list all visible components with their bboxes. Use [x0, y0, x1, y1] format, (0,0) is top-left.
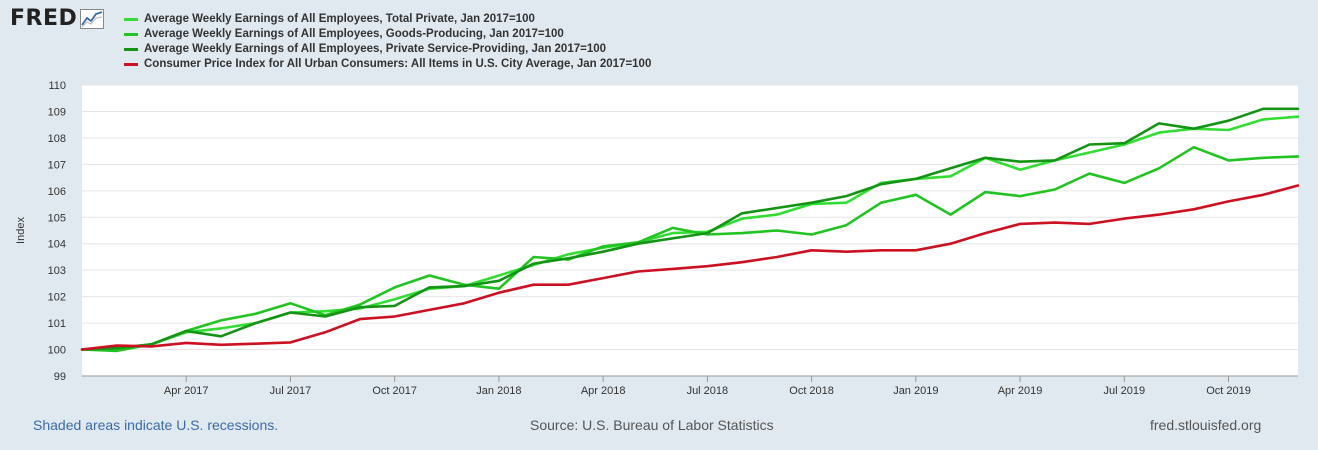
- x-tick-label: Apr 2018: [581, 385, 626, 397]
- legend-item-1[interactable]: Average Weekly Earnings of All Employees…: [124, 27, 651, 42]
- x-tick-label: Oct 2019: [1206, 385, 1251, 397]
- series-line-3: [80, 184, 1300, 351]
- x-tick-label: Jul 2019: [1103, 385, 1145, 397]
- y-tick-label: 108: [48, 133, 66, 145]
- y-tick-label: 105: [48, 212, 66, 224]
- y-tick-label: 107: [48, 159, 66, 171]
- legend-label: Average Weekly Earnings of All Employees…: [144, 13, 535, 25]
- legend-item-0[interactable]: Average Weekly Earnings of All Employees…: [124, 12, 651, 27]
- x-tick-label: Apr 2017: [164, 385, 209, 397]
- y-tick-label: 106: [48, 186, 66, 198]
- line-chart: 99 100 101 102 103 104 105 106 107 108 109 110 Apr 2…: [15, 80, 1300, 397]
- x-tick-label: Jan 2018: [476, 385, 521, 397]
- y-tick-label: 101: [48, 318, 66, 330]
- legend-swatch: [124, 18, 138, 21]
- y-tick-label: 104: [48, 239, 66, 251]
- y-tick-label: 100: [48, 345, 66, 357]
- legend-label: Consumer Price Index for All Urban Consu…: [144, 58, 652, 70]
- legend-label: Average Weekly Earnings of All Employees…: [144, 43, 607, 55]
- y-axis-label: Index: [15, 217, 27, 244]
- x-tick-label: Jul 2017: [270, 385, 312, 397]
- legend-label: Average Weekly Earnings of All Employees…: [144, 28, 564, 40]
- legend-item-3[interactable]: Consumer Price Index for All Urban Consu…: [124, 57, 651, 72]
- logo-text: FRED: [10, 6, 78, 31]
- y-tick-label: 99: [54, 371, 66, 383]
- x-tick-label: Jul 2018: [687, 385, 729, 397]
- y-tick-label: 110: [48, 80, 66, 92]
- legend-item-2[interactable]: Average Weekly Earnings of All Employees…: [124, 42, 651, 57]
- y-tick-label: 109: [48, 106, 66, 118]
- source-note: Source: U.S. Bureau of Labor Statistics: [530, 417, 774, 433]
- legend-swatch: [124, 48, 138, 51]
- legend-swatch: [124, 63, 138, 66]
- x-tick-label: Oct 2018: [789, 385, 834, 397]
- legend-swatch: [124, 33, 138, 36]
- y-tick-label: 103: [48, 265, 66, 277]
- site-link[interactable]: fred.stlouisfed.org: [1150, 417, 1262, 433]
- chart-line-icon: [80, 8, 105, 29]
- x-tick-label: Oct 2017: [372, 385, 417, 397]
- x-tick-label: Apr 2019: [998, 385, 1043, 397]
- series-line-1: [80, 145, 1300, 353]
- chart-legend: Average Weekly Earnings of All Employees…: [124, 12, 651, 72]
- recessions-note: Shaded areas indicate U.S. recessions.: [33, 417, 279, 433]
- x-tick-label: Jan 2019: [893, 385, 938, 397]
- fred-logo[interactable]: FRED: [10, 6, 105, 31]
- series-line-2: [80, 107, 1300, 351]
- y-tick-label: 102: [48, 292, 66, 304]
